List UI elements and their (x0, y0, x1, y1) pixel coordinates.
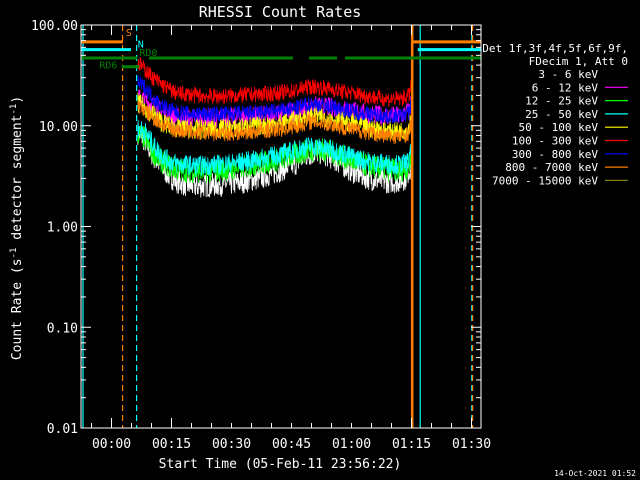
annotation-layer: SN RD6 RD0 (81, 25, 481, 428)
y-tick-label-1: 10.00 (39, 120, 78, 135)
y-tick-label-0: 100.00 (31, 19, 78, 34)
footer-timestamp: 14-Oct-2021 01:52 (554, 469, 636, 478)
legend-header-line-1: Det 1f,3f,4f,5f,6f,9f, (482, 42, 628, 55)
y-tick-label-4: 0.01 (47, 422, 78, 437)
legend-label-8: 7000 - 15000 keV (492, 174, 598, 187)
legend-label-1: 6 - 12 keV (532, 81, 599, 94)
legend-label-6: 300 - 800 keV (512, 148, 598, 161)
flag-label-0: S (126, 28, 132, 39)
series-line-3 (137, 120, 412, 177)
x-tick-label-4: 01:00 (332, 437, 371, 452)
y-tick-label-2: 1.00 (47, 221, 78, 236)
legend-header-line-2: FDecim 1, Att 0 (529, 55, 628, 68)
legend-label-2: 12 - 25 keV (525, 95, 598, 108)
series-line-4 (137, 92, 412, 142)
chart-title: RHESSI Count Rates (199, 3, 362, 21)
legend-label-4: 50 - 100 keV (519, 121, 599, 134)
y-axis-label: Count Rate (s-1 detector segment-1) (9, 96, 25, 360)
x-tick-label-1: 00:15 (152, 437, 191, 452)
series-layer (137, 57, 412, 198)
series-line-6 (137, 74, 412, 124)
x-tick-label-2: 00:30 (212, 437, 251, 452)
legend-label-3: 25 - 50 keV (525, 108, 598, 121)
legend-label-7: 800 - 7000 keV (505, 161, 598, 174)
flag-label-3: RD0 (139, 48, 157, 59)
x-tick-label-3: 00:45 (272, 437, 311, 452)
series-line-7 (137, 99, 412, 145)
x-axis-label: Start Time (05-Feb-11 23:56:22) (159, 457, 402, 472)
x-tick-label-0: 00:00 (92, 437, 131, 452)
legend: Det 1f,3f,4f,5f,6f,9f, FDecim 1, Att 0 3… (482, 42, 628, 187)
flag-label-2: RD6 (99, 61, 117, 72)
flag-label-1: N (138, 39, 144, 50)
legend-label-5: 100 - 300 keV (512, 135, 598, 148)
x-tick-label-5: 01:15 (392, 437, 431, 452)
x-tick-label-6: 01:30 (452, 437, 491, 452)
series-line-5 (137, 57, 412, 108)
axis-layer: 100.00 10.00 1.00 0.10 0.01 00:00 00:15 00:30 00… (31, 19, 491, 452)
legend-label-0: 3 - 6 keV (538, 68, 598, 81)
y-tick-label-3: 0.10 (47, 321, 78, 336)
